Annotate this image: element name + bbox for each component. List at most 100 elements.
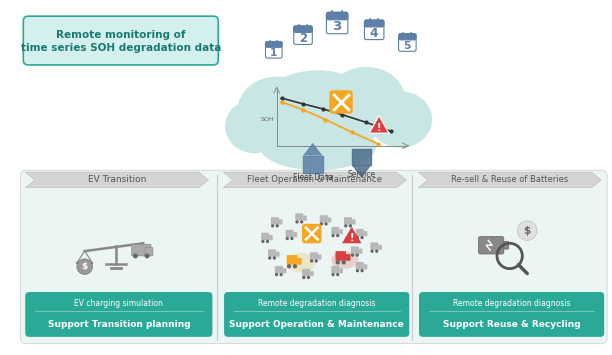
Circle shape — [336, 273, 340, 276]
Polygon shape — [369, 116, 389, 133]
Ellipse shape — [286, 253, 316, 273]
Circle shape — [324, 222, 327, 225]
Text: SOH: SOH — [260, 117, 274, 122]
FancyBboxPatch shape — [364, 20, 384, 40]
Polygon shape — [25, 172, 209, 188]
FancyBboxPatch shape — [356, 262, 364, 269]
FancyBboxPatch shape — [326, 12, 348, 20]
Circle shape — [261, 240, 264, 243]
FancyBboxPatch shape — [271, 217, 279, 225]
FancyBboxPatch shape — [331, 227, 340, 234]
FancyBboxPatch shape — [286, 230, 294, 237]
Text: EV charging simulation: EV charging simulation — [75, 299, 163, 308]
Circle shape — [518, 221, 537, 240]
FancyBboxPatch shape — [269, 235, 273, 240]
Text: Remote degradation diagnosis: Remote degradation diagnosis — [453, 299, 570, 308]
FancyBboxPatch shape — [20, 170, 607, 344]
FancyBboxPatch shape — [310, 252, 318, 260]
Polygon shape — [303, 143, 323, 155]
FancyBboxPatch shape — [352, 219, 356, 225]
Circle shape — [133, 253, 138, 258]
FancyBboxPatch shape — [331, 266, 340, 273]
FancyBboxPatch shape — [25, 292, 212, 337]
Polygon shape — [223, 172, 406, 188]
Text: Support Transition planning: Support Transition planning — [48, 320, 190, 329]
Circle shape — [332, 234, 335, 237]
Text: !: ! — [349, 234, 354, 244]
FancyBboxPatch shape — [479, 236, 504, 254]
FancyBboxPatch shape — [302, 224, 321, 243]
FancyBboxPatch shape — [266, 42, 282, 58]
Ellipse shape — [327, 67, 405, 133]
FancyBboxPatch shape — [398, 34, 416, 40]
FancyBboxPatch shape — [261, 233, 269, 240]
Circle shape — [275, 273, 278, 276]
Text: Service: Service — [348, 170, 376, 179]
FancyBboxPatch shape — [356, 229, 364, 236]
FancyBboxPatch shape — [310, 271, 314, 276]
Circle shape — [356, 253, 359, 257]
FancyBboxPatch shape — [335, 251, 346, 261]
Polygon shape — [418, 172, 601, 188]
Circle shape — [268, 256, 271, 260]
FancyBboxPatch shape — [351, 246, 359, 254]
FancyBboxPatch shape — [287, 255, 297, 265]
FancyBboxPatch shape — [295, 213, 304, 221]
Circle shape — [336, 234, 340, 237]
Circle shape — [344, 224, 348, 228]
FancyBboxPatch shape — [145, 247, 153, 256]
Text: 3: 3 — [332, 20, 342, 33]
FancyBboxPatch shape — [364, 231, 367, 236]
Circle shape — [335, 260, 340, 264]
Circle shape — [266, 240, 269, 243]
FancyBboxPatch shape — [276, 252, 280, 257]
FancyBboxPatch shape — [283, 268, 286, 273]
FancyBboxPatch shape — [364, 264, 367, 269]
FancyBboxPatch shape — [504, 241, 509, 249]
Circle shape — [296, 220, 299, 224]
FancyBboxPatch shape — [364, 20, 384, 27]
FancyBboxPatch shape — [279, 219, 283, 225]
FancyBboxPatch shape — [326, 12, 348, 34]
Circle shape — [271, 224, 274, 228]
FancyBboxPatch shape — [303, 215, 307, 221]
Text: Support Reuse & Recycling: Support Reuse & Recycling — [443, 320, 580, 329]
Circle shape — [307, 276, 310, 279]
Circle shape — [310, 259, 313, 263]
FancyBboxPatch shape — [344, 217, 352, 225]
Ellipse shape — [255, 70, 381, 163]
Circle shape — [360, 236, 364, 239]
FancyBboxPatch shape — [294, 26, 312, 32]
FancyBboxPatch shape — [329, 90, 353, 114]
Text: Re-sell & Reuse of Batteries: Re-sell & Reuse of Batteries — [451, 175, 569, 185]
FancyBboxPatch shape — [359, 248, 362, 254]
Circle shape — [351, 253, 354, 257]
Polygon shape — [352, 165, 371, 178]
Text: !: ! — [377, 123, 381, 133]
Text: EV Transition: EV Transition — [88, 175, 146, 185]
Text: 2: 2 — [299, 32, 307, 45]
Polygon shape — [342, 227, 362, 243]
Circle shape — [370, 250, 374, 253]
Text: $: $ — [81, 262, 88, 271]
FancyBboxPatch shape — [297, 258, 302, 265]
Circle shape — [286, 237, 289, 240]
Circle shape — [275, 224, 279, 228]
FancyBboxPatch shape — [318, 255, 321, 260]
FancyBboxPatch shape — [319, 215, 328, 223]
Text: Remote degradation diagnosis: Remote degradation diagnosis — [258, 299, 375, 308]
FancyBboxPatch shape — [378, 245, 382, 250]
Circle shape — [360, 269, 364, 272]
FancyBboxPatch shape — [398, 34, 416, 51]
Circle shape — [144, 253, 149, 258]
FancyBboxPatch shape — [370, 242, 378, 250]
Text: Support Operation & Maintenance: Support Operation & Maintenance — [230, 320, 404, 329]
FancyBboxPatch shape — [346, 254, 351, 261]
Circle shape — [332, 273, 335, 276]
Text: Remote monitoring of
time series SOH degradation data: Remote monitoring of time series SOH deg… — [21, 30, 221, 53]
Circle shape — [77, 259, 92, 274]
FancyBboxPatch shape — [339, 229, 343, 234]
Ellipse shape — [331, 251, 359, 269]
Circle shape — [319, 222, 323, 225]
Circle shape — [287, 264, 291, 268]
